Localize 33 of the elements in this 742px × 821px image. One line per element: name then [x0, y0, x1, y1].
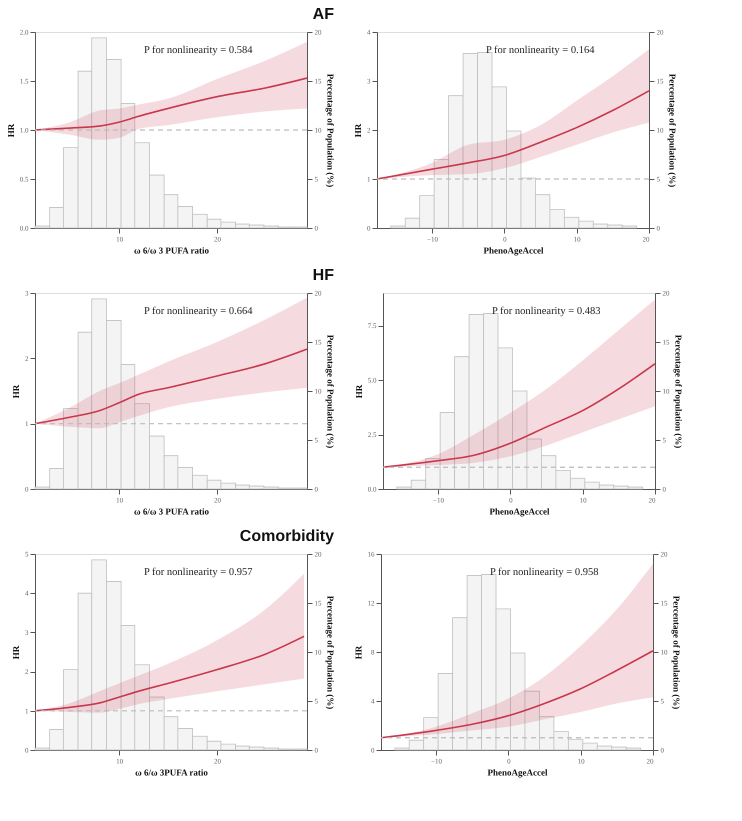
annotation: P for nonlinearity = 0.164	[486, 45, 596, 56]
x-axis-title: PhenoAgeAccel	[490, 506, 550, 516]
line-series	[34, 77, 308, 131]
annotation: P for nonlinearity = 0.584	[144, 45, 254, 56]
y2-axis-title: Percentage of Population (%)	[674, 334, 684, 448]
x-axis-title: PhenoAgeAccel	[484, 246, 544, 256]
y2-axis-title: Percentage of Population (%)	[326, 74, 336, 188]
y2-axis-title: Percentage of Population (%)	[326, 334, 336, 448]
x-axis-title: PhenoAgeAccel	[488, 768, 548, 778]
chart-title: AF	[312, 6, 334, 23]
line-series	[34, 636, 305, 712]
annotation: P for nonlinearity = 0.664	[144, 306, 254, 317]
chart-title: Comorbidity	[240, 528, 334, 545]
annotation: P for nonlinearity = 0.958	[490, 567, 598, 578]
line-series	[380, 650, 654, 739]
y2-axis-title: Percentage of Population (%)	[672, 596, 682, 710]
y-axis-title: HR	[6, 123, 16, 138]
y-axis-title: HR	[354, 645, 364, 660]
chart-title: HF	[312, 267, 334, 284]
x-axis-title: ω 6/ω 3 PUFA ratio	[134, 246, 210, 256]
y-axis-title: HR	[354, 384, 364, 398]
annotation: P for nonlinearity = 0.957	[144, 567, 252, 578]
y-axis-title: HR	[353, 123, 363, 138]
line-series	[34, 348, 308, 424]
annotation: P for nonlinearity = 0.483	[492, 306, 600, 317]
y-axis-title: HR	[11, 384, 21, 398]
line-series	[376, 90, 650, 180]
y2-axis-title: Percentage of Population (%)	[668, 74, 678, 188]
y2-axis-title: Percentage of Population (%)	[326, 596, 336, 710]
x-axis-title: ω 6/ω 3 PUFA ratio	[134, 506, 210, 516]
y-axis-title: HR	[11, 645, 21, 660]
line-series	[382, 362, 656, 468]
x-axis-title: ω 6/ω 3PUFA ratio	[135, 768, 208, 778]
